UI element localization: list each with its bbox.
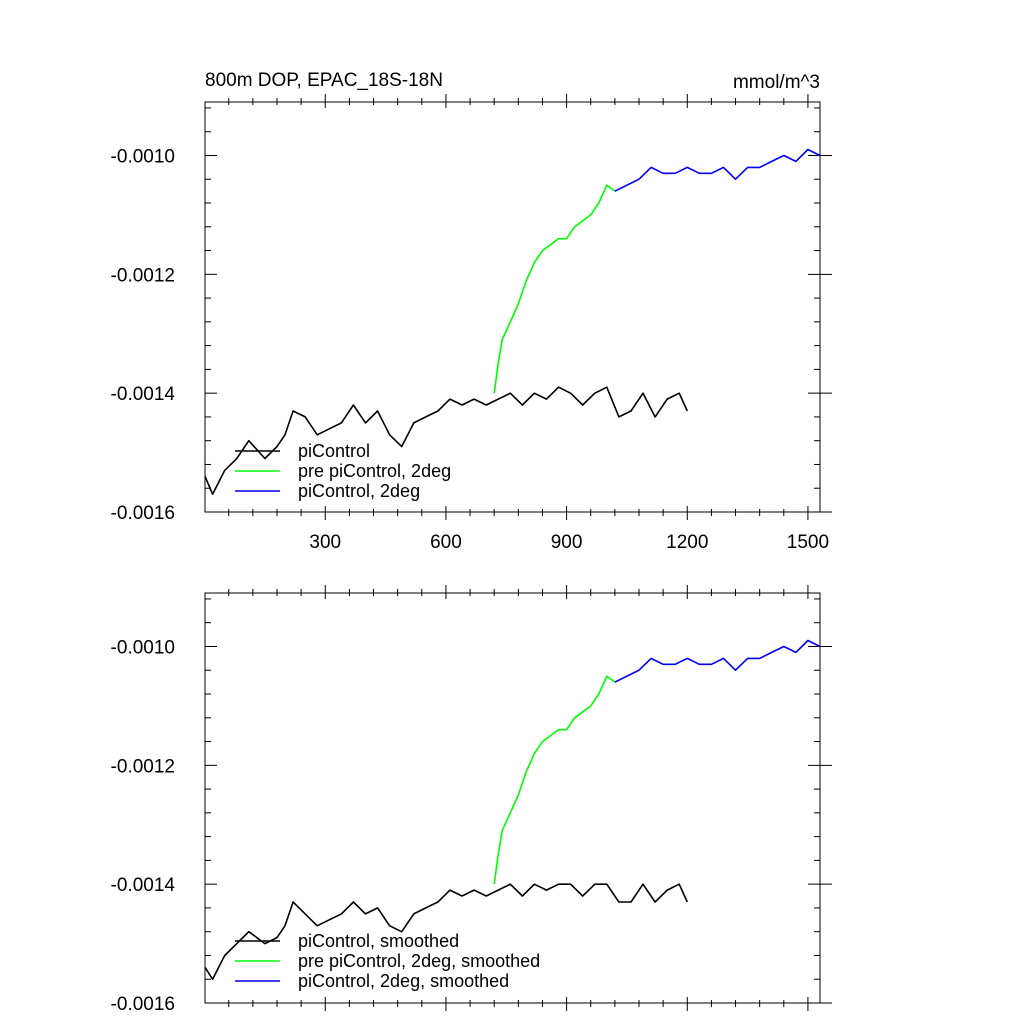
chart-title: 800m DOP, EPAC_18S-18N <box>205 70 443 91</box>
legend-label: piControl, 2deg <box>298 481 420 501</box>
chart-units: mmol/m^3 <box>733 72 820 93</box>
x-tick-label: 600 <box>430 532 462 553</box>
legend-label: pre piControl, 2deg <box>298 461 451 481</box>
x-tick-label: 900 <box>551 532 583 553</box>
series-line-2 <box>493 184 616 394</box>
y-tick-label: -0.0014 <box>111 875 176 896</box>
y-tick-label: -0.0010 <box>111 637 175 658</box>
legend-label: piControl, smoothed <box>298 931 459 951</box>
series-line-1 <box>204 386 689 496</box>
legend-label: pre piControl, 2deg, smoothed <box>298 951 540 971</box>
x-tick-label: 300 <box>309 532 341 553</box>
series-line-1 <box>204 883 689 981</box>
y-tick-label: -0.0014 <box>111 384 176 405</box>
series-line-2 <box>493 675 616 885</box>
plot-frame <box>204 592 821 1004</box>
bottom-panel: -0.0016 -0.0014 -0.0012 -0.0010 piControl, s… <box>111 585 832 1015</box>
y-tick-label: -0.0012 <box>111 265 175 286</box>
legend-label: piControl, 2deg, smoothed <box>298 971 509 991</box>
series-line-3 <box>614 148 821 192</box>
plot-frame <box>204 101 821 513</box>
x-tick-label: 1500 <box>787 532 829 553</box>
y-tick-label: -0.0016 <box>111 994 175 1015</box>
y-tick-label: -0.0012 <box>111 756 175 777</box>
top-panel: 300 600 900 1200 1500 -0.0016 -0.0014 -0.0012 -0… <box>111 94 832 553</box>
legend-label: piControl <box>298 441 370 461</box>
x-tick-label: 1200 <box>666 532 708 553</box>
series-line-3 <box>614 639 821 683</box>
y-tick-label: -0.0016 <box>111 503 175 524</box>
y-tick-label: -0.0010 <box>111 146 175 167</box>
